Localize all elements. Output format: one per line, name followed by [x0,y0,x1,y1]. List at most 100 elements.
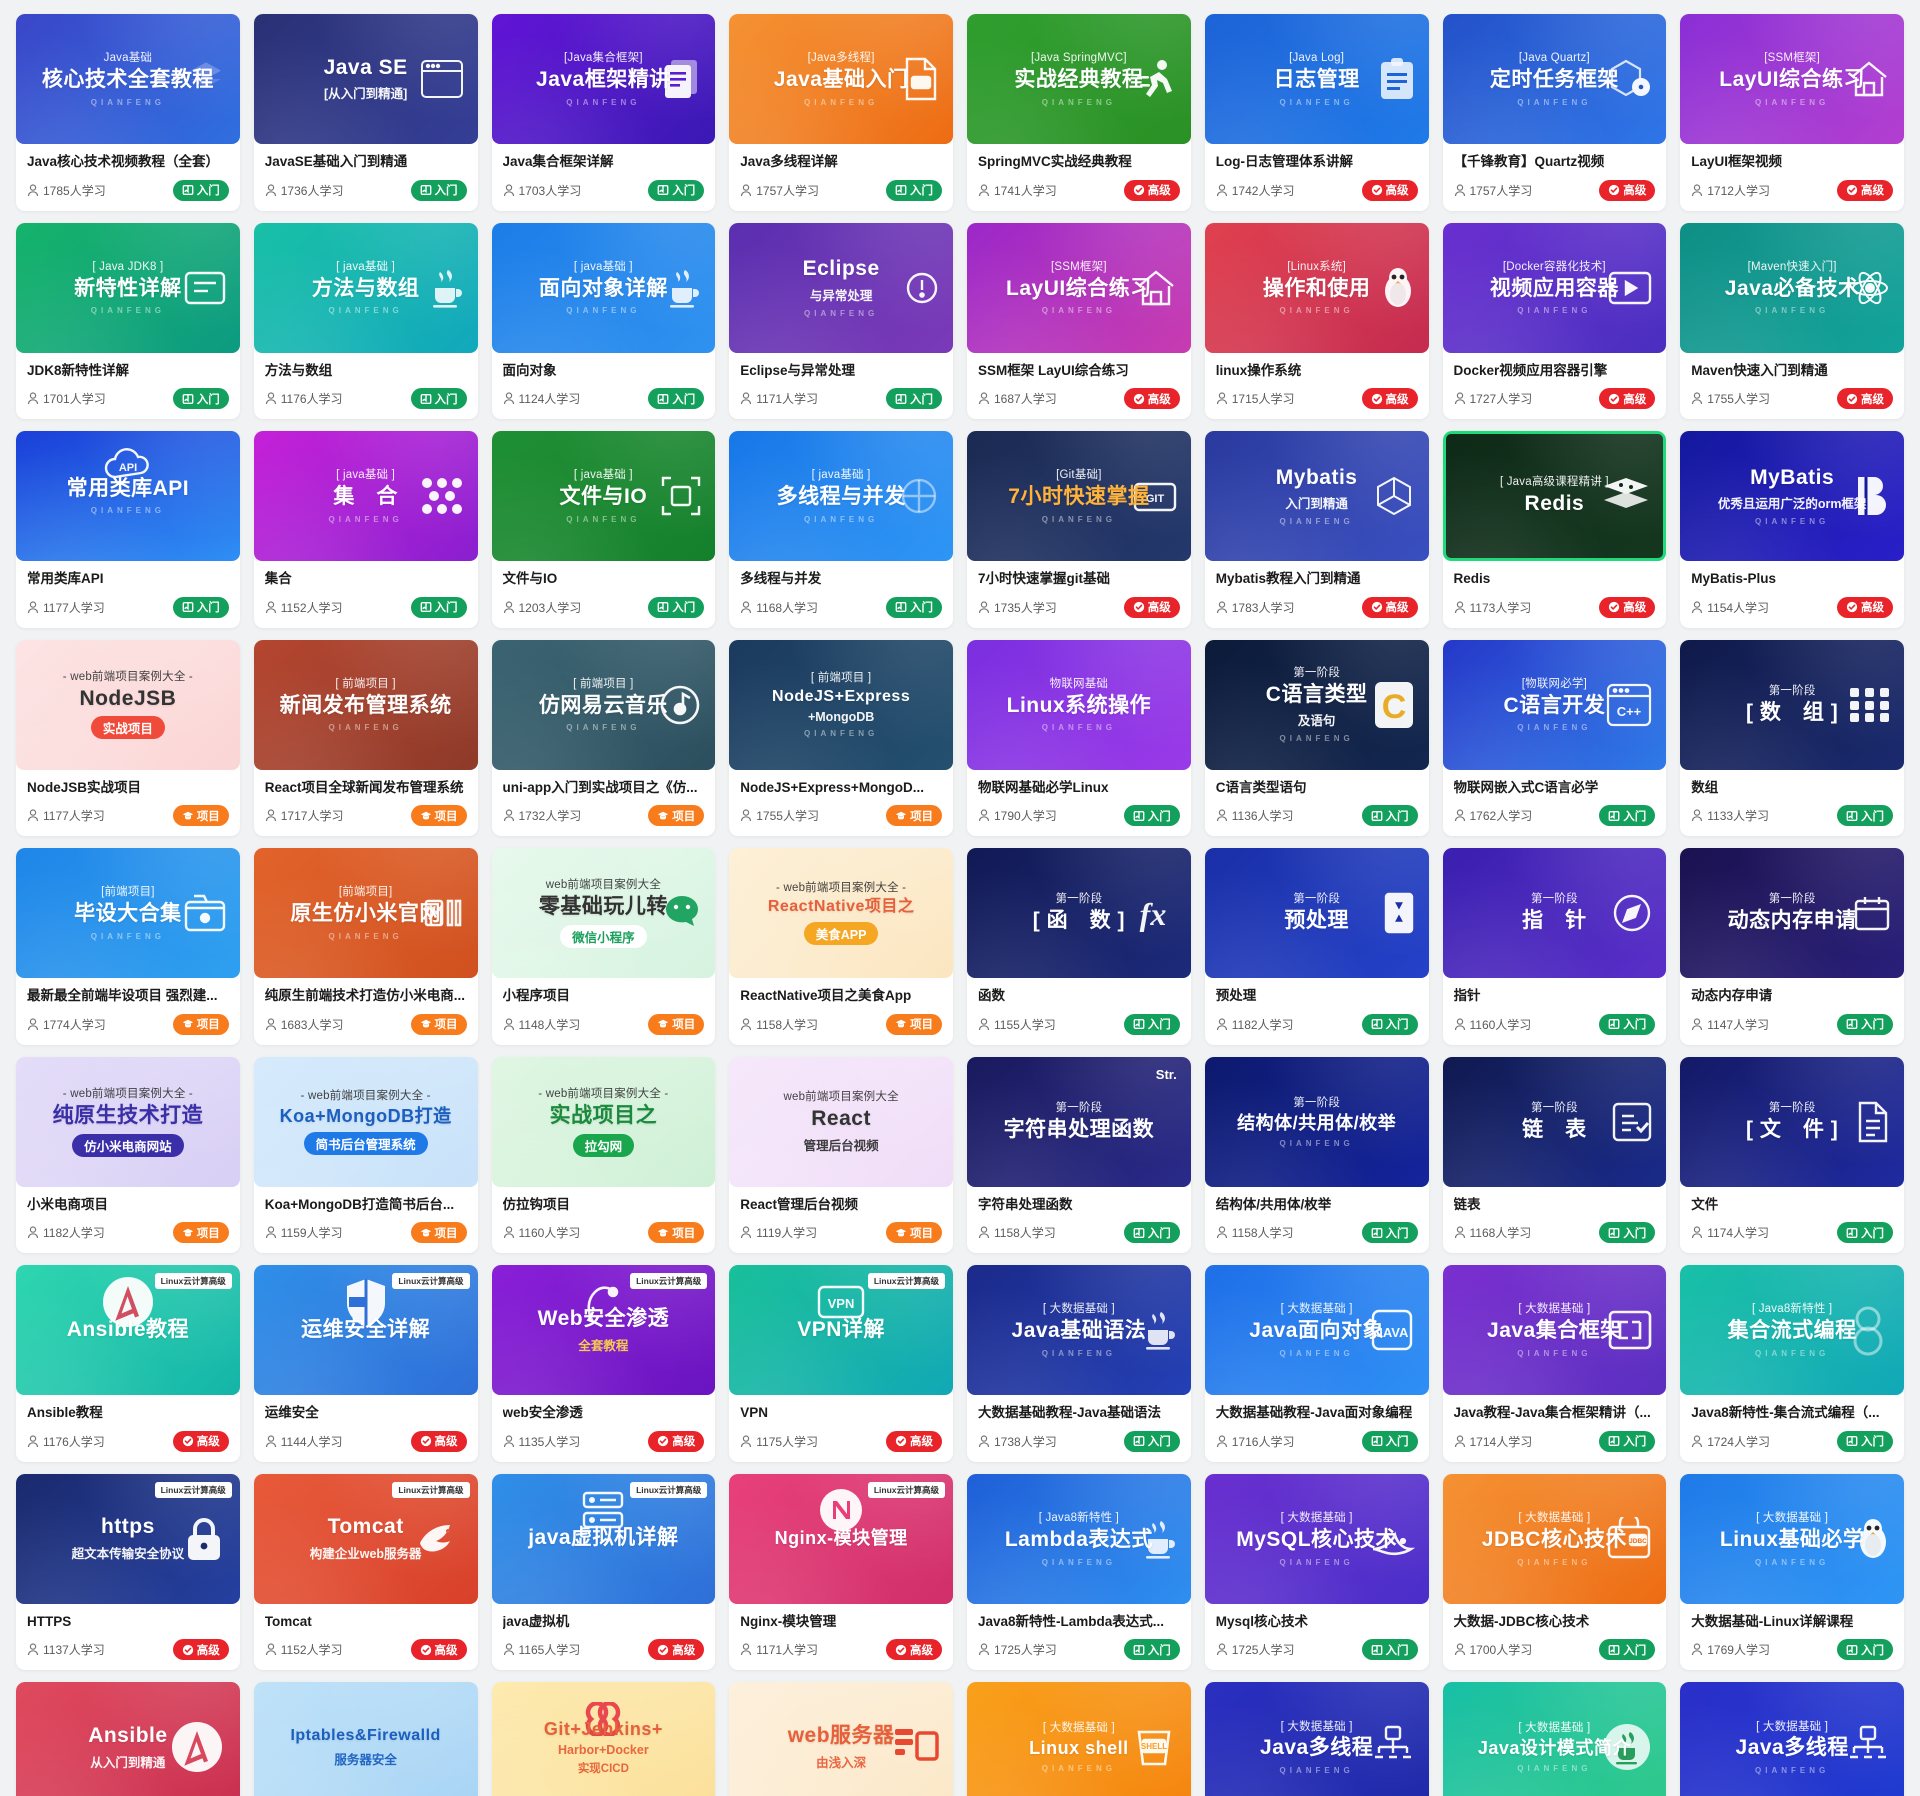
level-badge[interactable]: 项目 [648,1013,705,1035]
course-title[interactable]: HTTPS [27,1613,72,1629]
course-card[interactable]: 第一阶段指 针指针 1160人学习 入门 [1442,848,1667,1045]
course-title[interactable]: 多线程与并发 [740,571,822,587]
course-title[interactable]: Java核心技术视频教程（全套） [27,154,220,169]
course-card[interactable]: 第一阶段 [ 文 件 ] 文件 1174人学习 入门 [1680,1056,1904,1254]
level-badge[interactable]: 项目 [648,805,705,827]
course-title[interactable]: Java8新特性-Lambda表达式... [978,1613,1165,1629]
course-title[interactable]: 运维安全 [264,1405,319,1421]
course-card[interactable]: Linux云计算高级 java虚拟机详解 java虚拟机 1165人学习 高级 [491,1473,716,1671]
level-badge[interactable]: 高级 [1123,596,1180,618]
level-badge[interactable]: 项目 [886,1013,942,1035]
level-badge[interactable]: 入门 [1123,805,1180,827]
course-card[interactable]: 第一阶段 动态内存申请 动态内存申请 1147人学习 入门 [1680,848,1904,1045]
course-card[interactable]: [ 前端项目 ] 新闻发布管理系统 QIANFENG React项目全球新闻发布管理系… [253,639,478,837]
level-badge[interactable]: 高级 [1361,596,1418,618]
course-title[interactable]: uni-app入门到实战项目之《仿... [502,779,698,795]
course-title[interactable]: 文件与IO [502,571,558,587]
course-card[interactable]: [ Java8新特性 ] 集合流式编程 QIANFENG Java8新特性-集合流式编… [1680,1265,1904,1462]
course-title[interactable]: Tomcat [264,1613,312,1629]
level-badge[interactable]: 入门 [172,179,229,201]
course-title[interactable]: Log-日志管理体系讲解 [1215,154,1353,169]
course-title[interactable]: 小程序项目 [502,988,571,1004]
course-card[interactable]: [ java基础 ] 集 合 QIANFENG 集合 1152人学习 入门 [253,431,478,628]
course-card[interactable]: - web前端项目案例大全 - NodeJSB 实战项目 NodeJSB实战项目 117… [16,639,240,837]
course-card[interactable]: [ Java8新特性 ] Lambda表达式 QIANFENG Java8新特性-La… [967,1473,1191,1671]
level-badge[interactable]: 入门 [1361,805,1418,827]
course-title[interactable]: 最新最全前端毕设项目 强烈建... [27,988,218,1004]
course-card[interactable]: JDBC [ 大数据基础 ] JDBC核心技术 QIANFENG 大数据-JDBC核心技… [1442,1473,1667,1671]
level-badge[interactable]: 入门 [1837,805,1893,827]
course-title[interactable]: 集合 [264,571,292,587]
level-badge[interactable]: 入门 [648,388,705,410]
level-badge[interactable]: 入门 [886,388,942,410]
course-title[interactable]: 文件 [1691,1196,1719,1212]
course-title[interactable]: MyBatis-Plus [1691,571,1777,587]
level-badge[interactable]: 项目 [886,805,942,827]
course-card[interactable]: [ 大数据基础 ]Java多线程QIANFENG1-线程介绍1704人学习入门 [1204,1682,1429,1796]
course-title[interactable]: java虚拟机 [502,1613,570,1629]
level-badge[interactable]: 高级 [172,1430,229,1452]
course-card[interactable]: Str. 第一阶段 字符串处理函数 字符串处理函数 1158人学习 入门 [967,1056,1191,1254]
course-card[interactable]: Mybatis 入门到精通 QIANFENG Mybatis教程入门到精通 1783人学… [1204,431,1429,628]
course-title[interactable]: JavaSE基础入门到精通 [264,154,408,169]
level-badge[interactable]: 入门 [1123,1013,1180,1035]
course-card[interactable]: [ java基础 ] 面向对象详解 QIANFENG 面向对象 1124人学习 入门 [491,222,716,420]
course-title[interactable]: 方法与数组 [264,362,333,378]
course-title[interactable]: Docker视频应用容器引擎 [1453,362,1608,378]
course-card[interactable]: [ 大数据基础 ] Linux基础必学 QIANFENG 大数据基础-Linux详解课… [1680,1473,1904,1671]
course-title[interactable]: 预处理 [1215,988,1257,1004]
course-card[interactable]: - web前端项目案例大全 - ReactNative项目之 美食APP ReactN… [729,848,953,1045]
course-card[interactable]: [Java集合框架] Java框架精讲 QIANFENG Java集合框架详解 1703… [491,14,716,211]
level-badge[interactable]: 入门 [410,388,467,410]
level-badge[interactable]: 入门 [1361,1013,1418,1035]
level-badge[interactable]: 高级 [1123,388,1180,410]
course-card[interactable]: 第一阶段链 表链表 1168人学习 入门 [1442,1056,1667,1254]
level-badge[interactable]: 项目 [172,1222,229,1244]
level-badge[interactable]: 入门 [1837,1639,1893,1661]
level-badge[interactable]: 高级 [886,1639,942,1661]
course-card[interactable]: [ 大数据基础 ]Java设计模式简介QIANFENG1-Java设计模式简介1… [1442,1682,1667,1796]
level-badge[interactable]: 高级 [1837,179,1893,201]
course-card[interactable]: 第一阶段 结构体/共用体/枚举 QIANFENG 结构体/共用体/枚举 1158人学习 入… [1204,1056,1429,1254]
course-card[interactable]: API 常用类库API QIANFENG 常用类库API 1177人学习 入门 [16,431,240,628]
course-title[interactable]: 小米电商项目 [27,1196,108,1212]
course-card[interactable]: Linux云计算高级 Web安全渗透 全套教程 web安全渗透 1135人学习 高级 [491,1265,716,1462]
course-title[interactable]: 字符串处理函数 [978,1196,1073,1212]
course-title[interactable]: 链表 [1453,1196,1481,1212]
course-card[interactable]: Java基础 核心技术全套教程 QIANFENG Java核心技术视频教程（全套） 17… [16,14,240,211]
level-badge[interactable]: 高级 [410,1639,467,1661]
level-badge[interactable]: 入门 [1837,1222,1893,1244]
course-card[interactable]: Ansible从入门到精通Ansible入门到精通1755人学习高级 [16,1682,240,1796]
course-card[interactable]: Git+Jenkins+Harbor+Docker实现CICD4天搞定...16… [491,1682,716,1796]
course-card[interactable]: Linux云计算高级 VPN VPN详解 VPN 1175人学习 高级 [729,1265,953,1462]
course-card[interactable]: - web前端项目案例大全 - 实战项目之 拉勾网 仿拉钩项目 1160人学习 项目 [491,1056,716,1254]
course-card[interactable]: 第一阶段 [ 数 组 ] 数组 1133人学习 入门 [1680,639,1904,837]
level-badge[interactable]: 高级 [1599,596,1656,618]
course-title[interactable]: VPN [740,1405,769,1421]
level-badge[interactable]: 入门 [886,179,942,201]
course-title[interactable]: JDK8新特性详解 [27,362,130,378]
course-card[interactable]: Linux云计算高级 Tomcat 构建企业web服务器 Tomcat 1152人学习 高… [253,1473,478,1671]
level-badge[interactable]: 入门 [1123,1639,1180,1661]
level-badge[interactable]: 入门 [1837,1430,1893,1452]
level-badge[interactable]: 高级 [648,1430,705,1452]
course-card[interactable]: [ 大数据基础 ] MySQL核心技术 QIANFENG Mysql核心技术 1725人… [1204,1473,1429,1671]
course-card[interactable]: 第一阶段 预处理 预处理 1182人学习 入门 [1204,848,1429,1045]
course-title[interactable]: 物联网嵌入式C语言必学 [1453,779,1599,795]
course-title[interactable]: Redis [1453,571,1491,587]
level-badge[interactable]: 入门 [172,388,229,410]
course-card[interactable]: [前端项目] 毕设大合集 QIANFENG 最新最全前端毕设项目 强烈建... 1774… [16,848,240,1045]
level-badge[interactable]: 项目 [648,1222,705,1244]
level-badge[interactable]: 高级 [648,1639,705,1661]
level-badge[interactable]: 入门 [410,179,467,201]
course-card[interactable]: [Docker容器化技术] 视频应用容器 QIANFENG Docker视频应用容器引… [1442,222,1667,420]
course-title[interactable]: 数组 [1691,779,1719,795]
course-title[interactable]: Mybatis教程入门到精通 [1215,571,1361,587]
course-card[interactable]: [SSM框架] LayUI综合练习 QIANFENG LayUI框架视频 1712人学习… [1680,14,1904,211]
course-card[interactable]: JAVA [ 大数据基础 ] Java面向对象 QIANFENG 大数据基础教程-Jav… [1204,1265,1429,1462]
course-title[interactable]: 7小时快速掌握git基础 [978,571,1111,587]
course-card[interactable]: Eclipse 与异常处理 QIANFENG Eclipse与异常处理 1171人学习入… [729,222,953,420]
course-card[interactable]: [SSM框架] LayUI综合练习 QIANFENG SSM框架 LayUI综合练习 1… [967,222,1191,420]
course-title[interactable]: SpringMVC实战经典教程 [978,154,1132,169]
course-card[interactable]: Java SE [从入门到精通] JavaSE基础入门到精通 1736人学习 入门 [253,14,478,211]
